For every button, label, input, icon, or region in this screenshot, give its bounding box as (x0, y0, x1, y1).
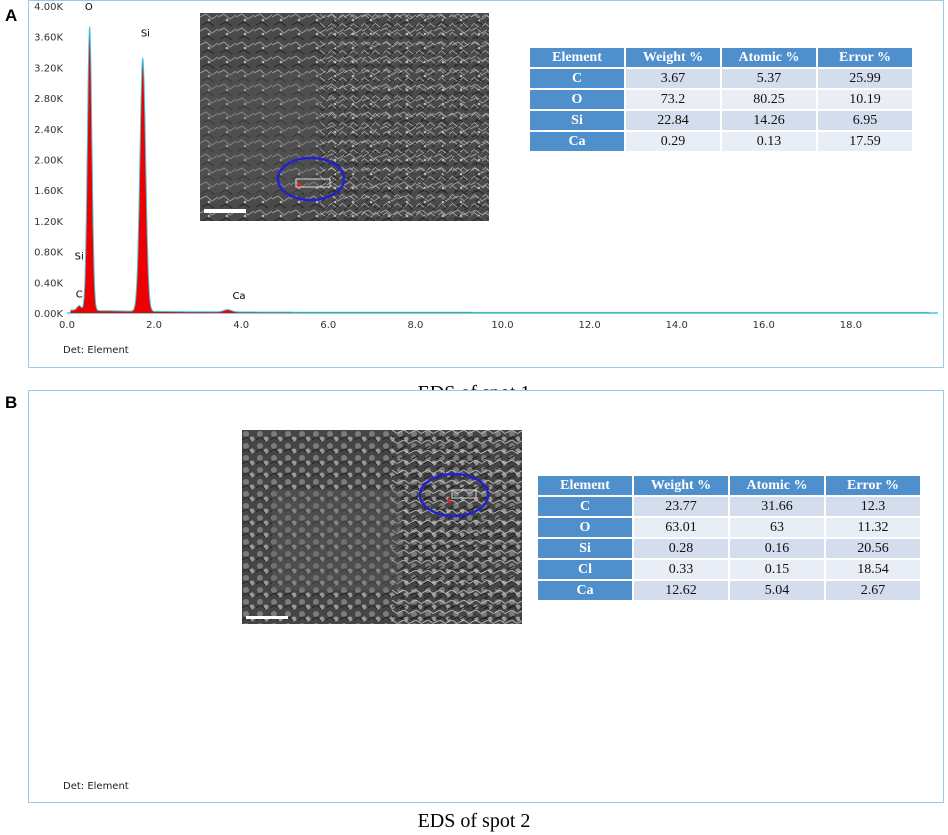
cell-element: O (538, 518, 632, 537)
peak-label: Si (75, 251, 84, 262)
y-tick-label: 2.40K (34, 125, 63, 136)
cell-weight: 0.33 (634, 560, 728, 579)
peak-label: Si (141, 29, 150, 40)
x-tick-label: 18.0 (840, 320, 862, 331)
y-tick-label: 2.80K (34, 94, 63, 105)
detector-label-a: Det: Element (63, 345, 129, 356)
y-tick-label: 2.00K (34, 156, 63, 167)
cell-error: 18.54 (826, 560, 920, 579)
y-tick-label: 3.20K (34, 63, 63, 74)
table-row: Ca 0.29 0.13 17.59 (530, 132, 912, 151)
x-tick-label: 14.0 (666, 320, 688, 331)
header-atomic: Atomic % (730, 476, 824, 495)
table-row: Cl 0.33 0.15 18.54 (538, 560, 920, 579)
cell-element: C (538, 497, 632, 516)
cell-weight: 0.29 (626, 132, 720, 151)
sem-texture-b (242, 430, 522, 624)
cell-element: C (530, 69, 624, 88)
table-row: O 63.01 63 11.32 (538, 518, 920, 537)
cell-error: 6.95 (818, 111, 912, 130)
spot-marker-b (418, 472, 490, 518)
x-tick-label: 10.0 (491, 320, 513, 331)
table-row: Si 22.84 14.26 6.95 (530, 111, 912, 130)
peak-label: O (85, 2, 93, 13)
cell-error: 2.67 (826, 581, 920, 600)
peak-label: Ca (232, 291, 245, 302)
sem-micrograph-a (200, 13, 489, 221)
cell-weight: 3.67 (626, 69, 720, 88)
y-tick-label: 3.60K (34, 33, 63, 44)
y-tick-label: 0.40K (34, 278, 63, 289)
cell-element: Cl (538, 560, 632, 579)
sem-texture-a (200, 13, 489, 221)
y-tick-label: 0.80K (34, 248, 63, 259)
cell-atomic: 5.37 (722, 69, 816, 88)
x-tick-label: 8.0 (407, 320, 423, 331)
cell-atomic: 5.04 (730, 581, 824, 600)
peak-label: C (76, 290, 83, 301)
header-weight: Weight % (634, 476, 728, 495)
cell-error: 11.32 (826, 518, 920, 537)
x-tick-label: 12.0 (578, 320, 600, 331)
panel-letter-b: B (5, 393, 18, 412)
x-tick-label: 16.0 (753, 320, 775, 331)
table-header-row: Element Weight % Atomic % Error % (530, 48, 912, 67)
cell-element: Ca (538, 581, 632, 600)
composition-table-b: Element Weight % Atomic % Error % C 23.7… (536, 474, 922, 602)
cell-element: Si (530, 111, 624, 130)
spot-marker-a (276, 156, 346, 202)
header-error: Error % (818, 48, 912, 67)
composition-table-a: Element Weight % Atomic % Error % C 3.67… (528, 46, 914, 153)
header-error: Error % (826, 476, 920, 495)
table-header-row: Element Weight % Atomic % Error % (538, 476, 920, 495)
cell-error: 10.19 (818, 90, 912, 109)
y-tick-label: 0.00K (34, 309, 63, 320)
x-tick-label: 0.0 (59, 320, 75, 331)
y-tick-label: 4.00K (34, 2, 63, 13)
cell-atomic: 80.25 (722, 90, 816, 109)
sem-micrograph-b (242, 430, 522, 624)
cell-weight: 73.2 (626, 90, 720, 109)
table-row: O 73.2 80.25 10.19 (530, 90, 912, 109)
cell-atomic: 0.13 (722, 132, 816, 151)
table-row: C 3.67 5.37 25.99 (530, 69, 912, 88)
spectrum-outline (70, 26, 929, 313)
caption-b: EDS of spot 2 (417, 810, 531, 832)
cell-error: 17.59 (818, 132, 912, 151)
cell-error: 12.3 (826, 497, 920, 516)
cell-error: 20.56 (826, 539, 920, 558)
cell-weight: 63.01 (634, 518, 728, 537)
table-row: Si 0.28 0.16 20.56 (538, 539, 920, 558)
cell-weight: 23.77 (634, 497, 728, 516)
table-row: Ca 12.62 5.04 2.67 (538, 581, 920, 600)
header-weight: Weight % (626, 48, 720, 67)
header-element: Element (538, 476, 632, 495)
cell-atomic: 63 (730, 518, 824, 537)
y-tick-label: 1.60K (34, 186, 63, 197)
cell-element: Ca (530, 132, 624, 151)
cell-atomic: 14.26 (722, 111, 816, 130)
y-tick-label: 1.20K (34, 217, 63, 228)
cell-atomic: 31.66 (730, 497, 824, 516)
x-tick-label: 4.0 (233, 320, 249, 331)
cell-atomic: 0.16 (730, 539, 824, 558)
x-tick-label: 6.0 (320, 320, 336, 331)
panel-letter-a: A (5, 6, 18, 25)
spectrum-group-a: 0.00K 0.40K 0.80K 1.20K 1.60K 2.00K 2.40K 2.80K… (34, 2, 938, 331)
x-tick-label: 2.0 (146, 320, 162, 331)
cell-element: Si (538, 539, 632, 558)
cell-element: O (530, 90, 624, 109)
cell-weight: 22.84 (626, 111, 720, 130)
header-atomic: Atomic % (722, 48, 816, 67)
cell-weight: 0.28 (634, 539, 728, 558)
header-element: Element (530, 48, 624, 67)
cell-weight: 12.62 (634, 581, 728, 600)
cell-error: 25.99 (818, 69, 912, 88)
table-row: C 23.77 31.66 12.3 (538, 497, 920, 516)
detector-label-b: Det: Element (63, 781, 129, 792)
cell-atomic: 0.15 (730, 560, 824, 579)
